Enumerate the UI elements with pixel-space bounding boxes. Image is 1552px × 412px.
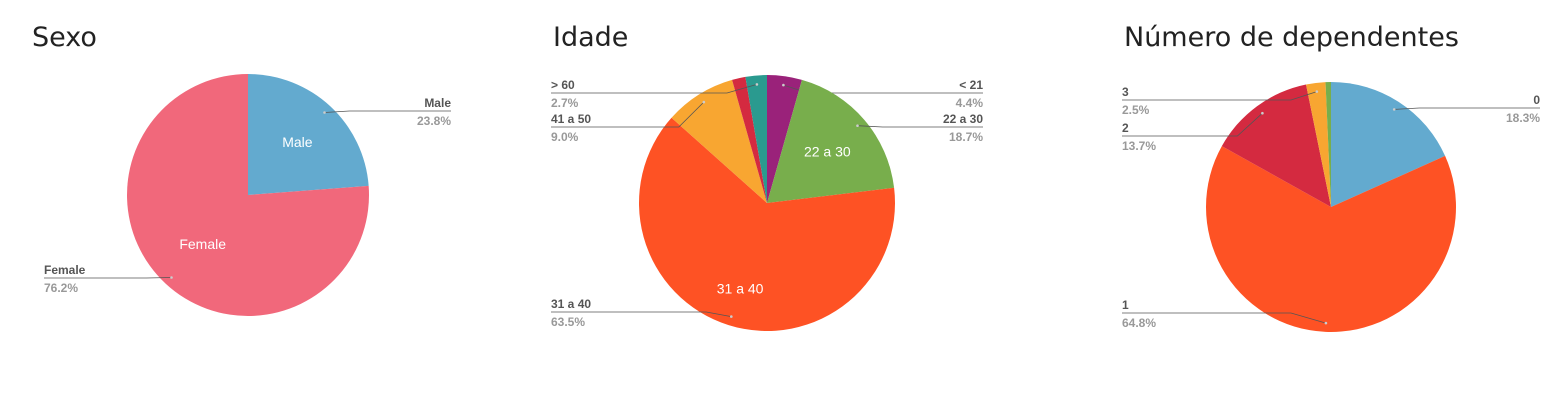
slice-label: 2	[1122, 121, 1129, 135]
slice-inner-label: Female	[179, 236, 226, 252]
leader-dot	[702, 100, 706, 104]
slice-label: 0	[1533, 93, 1540, 107]
leader-line	[1394, 107, 1540, 110]
leader-dot	[755, 83, 759, 86]
leader-dot	[730, 315, 733, 318]
pie-slice-2	[1221, 84, 1331, 207]
leader-line	[551, 101, 705, 128]
pie-chart-sexo: Sexo Male Male 23.8% Female Female 76.2%	[0, 0, 517, 412]
pie-chart-dependentes: Número de dependentes 0 18.3% 1 64.8% 2 13.7%…	[1035, 0, 1552, 412]
slice-percent: 23.8%	[417, 114, 451, 128]
pie-slice-3	[1306, 82, 1331, 207]
pie-slice-0	[1331, 82, 1446, 207]
leader-dot	[1392, 108, 1396, 111]
slice-inner-label: Male	[282, 134, 313, 150]
slice-percent: 13.7%	[1122, 139, 1156, 153]
pie-slice-1	[1205, 146, 1456, 332]
pie-slice-60	[745, 75, 767, 203]
slice-label: 3	[1122, 85, 1129, 99]
chart-title: Idade	[553, 22, 629, 53]
pie-slice-female	[127, 74, 370, 316]
leader-line	[551, 311, 732, 317]
slice-percent: 64.8%	[1122, 316, 1156, 330]
slice-inner-label: 22 a 30	[804, 144, 851, 160]
pie-slice-other	[732, 76, 767, 203]
pie-slice-male	[248, 74, 369, 195]
chart-title: Sexo	[32, 22, 97, 53]
leader-line	[1122, 312, 1327, 324]
leader-dot	[323, 111, 326, 114]
slice-percent: 76.2%	[44, 281, 78, 295]
pie-plot: 0 18.3% 1 64.8% 2 13.7% 3 2.5%	[1122, 82, 1540, 332]
pie-slice-31-a-40	[639, 117, 896, 331]
slice-percent: 9.0%	[551, 130, 579, 144]
slice-label: 41 a 50	[551, 112, 591, 126]
leader-line	[1122, 112, 1263, 137]
slice-label: Female	[44, 263, 86, 277]
slice-percent: 2.7%	[551, 96, 579, 110]
chart-title: Número de dependentes	[1124, 22, 1459, 53]
leader-dot	[856, 124, 859, 127]
slice-percent: 18.3%	[1506, 111, 1540, 125]
slice-label: > 60	[551, 78, 575, 92]
slice-percent: 2.5%	[1122, 103, 1150, 117]
leader-dot	[170, 276, 173, 279]
slice-label: < 21	[959, 78, 983, 92]
leader-dot	[1315, 90, 1319, 93]
pie-chart-idade: Idade < 21 4.4% 22 a 30 22 a 30 18.7% 31 a 40…	[518, 0, 1035, 412]
slice-label: 22 a 30	[943, 112, 983, 126]
pie-slice-other	[1325, 82, 1331, 207]
leader-line	[551, 84, 758, 94]
slice-percent: 18.7%	[949, 130, 983, 144]
slice-label: 1	[1122, 298, 1129, 312]
pie-slice-22-a-30	[767, 79, 895, 203]
slice-label: 31 a 40	[551, 297, 591, 311]
leader-dot	[1324, 321, 1328, 325]
pie-plot: Male Male 23.8% Female Female 76.2%	[44, 74, 451, 316]
leader-line	[324, 110, 451, 113]
leader-dot	[1261, 111, 1264, 115]
pie-plot: < 21 4.4% 22 a 30 22 a 30 18.7% 31 a 40 31 a 4…	[551, 75, 984, 331]
slice-label: Male	[424, 96, 451, 110]
leader-line	[44, 277, 172, 279]
slice-inner-label: 31 a 40	[717, 281, 764, 297]
slice-percent: 63.5%	[551, 315, 585, 329]
slice-percent: 4.4%	[956, 96, 984, 110]
leader-line	[1122, 91, 1317, 101]
leader-dot	[782, 83, 785, 87]
pie-slice-21	[767, 75, 802, 203]
leader-line	[857, 125, 983, 128]
